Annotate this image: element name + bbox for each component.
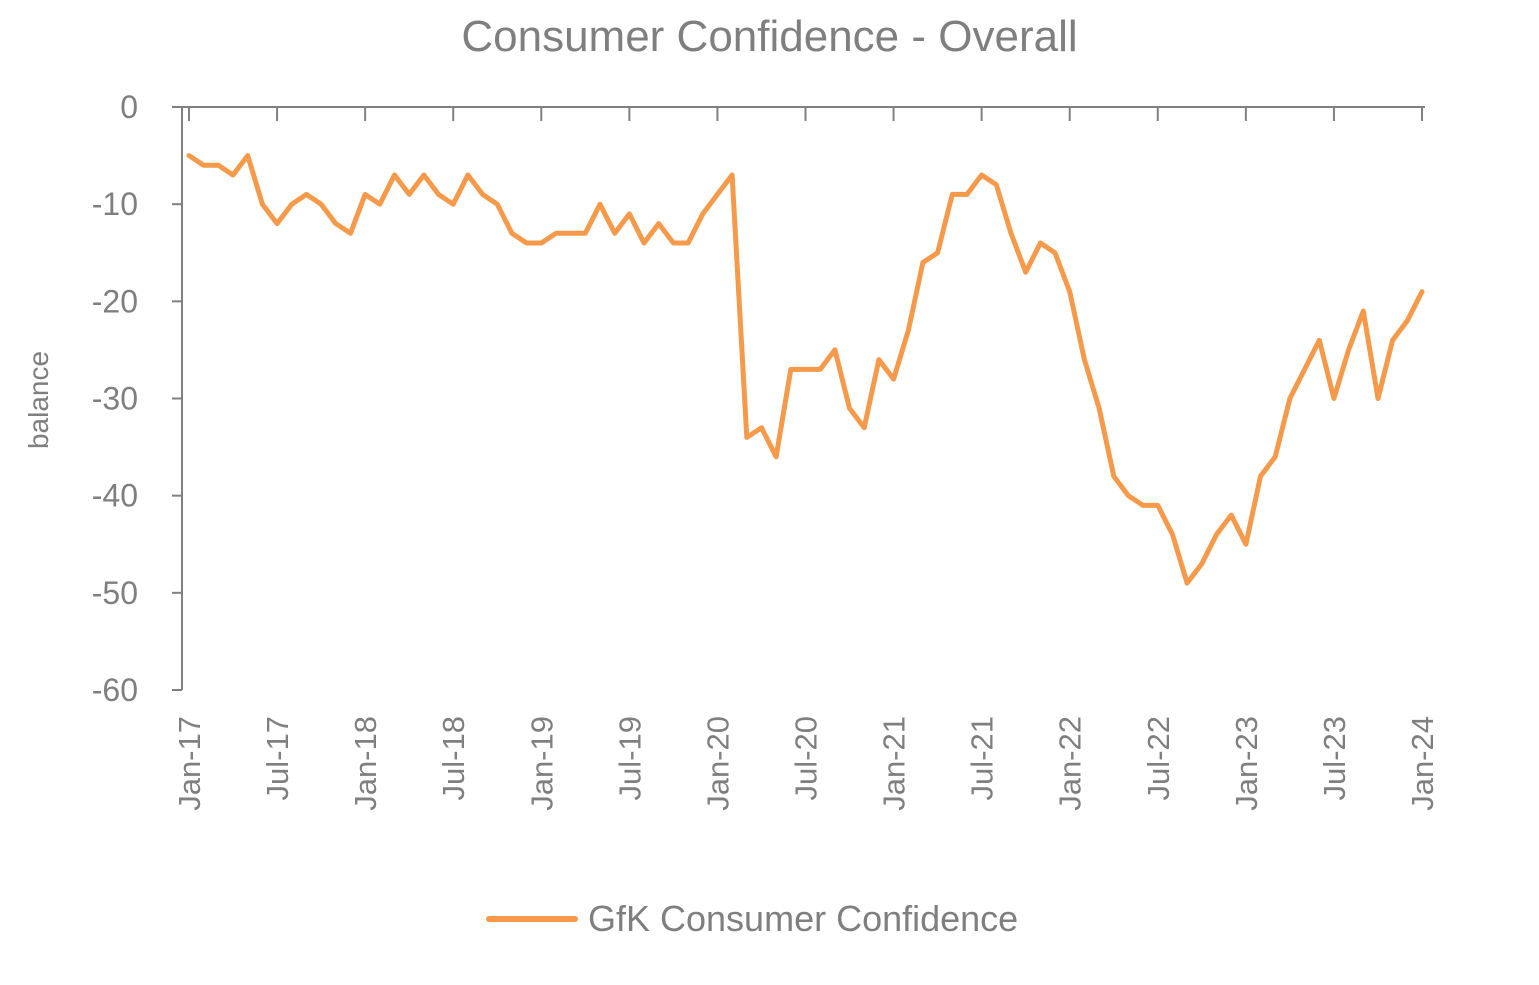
legend: GfK Consumer Confidence [486,894,1018,944]
x-tick-label: Jul-23 [1317,716,1352,800]
x-tick-label: Jul-17 [260,716,295,800]
y-axis-label: balance [23,351,54,449]
x-tick-label: Jan-17 [172,716,207,811]
x-tick-label: Jan-21 [877,716,912,811]
legend-swatch [486,916,578,922]
series-group [186,153,1425,586]
x-tick-label: Jul-19 [612,716,647,800]
x-tick-label: Jul-22 [1141,716,1176,800]
x-tick-label: Jan-22 [1053,716,1088,811]
legend-label: GfK Consumer Confidence [588,898,1019,939]
x-tick-label: Jan-23 [1229,716,1264,811]
x-tick-label: Jan-19 [524,716,559,811]
x-tick-label: Jan-20 [700,716,735,811]
y-tick-label: -30 [92,381,138,417]
y-tick-label: -10 [92,186,138,222]
y-tick-label: -20 [92,283,138,319]
x-tick-label: Jan-24 [1405,716,1440,811]
y-tick-label: -50 [92,575,138,611]
chart-title: Consumer Confidence - Overall [461,12,1078,61]
y-tick-label: 0 [120,89,138,125]
series-line [186,153,1425,586]
y-tick-labels: 0 -10 -20 -30 -40 -50 -60 [92,89,182,708]
x-tick-label: Jul-20 [789,716,824,800]
y-tick-label: -40 [92,478,138,514]
x-tick-label: Jul-18 [436,716,471,800]
x-tick-label: Jan-18 [348,716,383,811]
y-tick-label: -60 [92,672,138,708]
x-tick-labels: Jan-17 Jul-17 Jan-18 Jul-18 Jan-19 Jul-19 Jan-… [172,107,1440,811]
x-tick-label: Jul-21 [965,716,1000,800]
